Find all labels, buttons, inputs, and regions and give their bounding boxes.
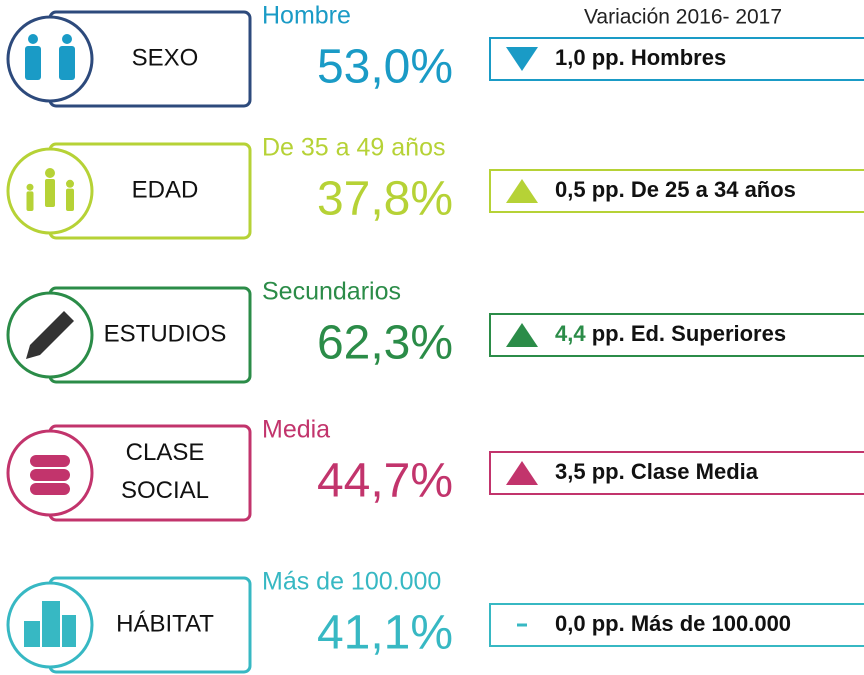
change-amount: 3,5: [555, 459, 586, 484]
icon-body: [25, 46, 41, 80]
icon-building: [42, 601, 60, 647]
change-amount: 0,5: [555, 177, 586, 202]
icon-body: [66, 188, 74, 211]
icon-head: [62, 34, 72, 44]
icon: [30, 455, 70, 495]
change-amount: 4,4: [555, 321, 586, 346]
row: SEXO Hombre 53,0% 1,0 pp. Hombres: [6, 2, 864, 108]
change-label: pp. De 25 a 34 años: [592, 177, 796, 202]
change-text: 0,0 pp. Más de 100.000: [555, 611, 791, 636]
trend-up: [506, 461, 538, 485]
change-label: pp. Más de 100.000: [592, 611, 791, 636]
icon-body: [45, 179, 55, 207]
row-label: EDAD: [132, 176, 199, 203]
trend-up: [506, 323, 538, 347]
category: Media: [262, 416, 330, 444]
change-label: pp. Ed. Superiores: [592, 321, 786, 346]
value: 37,8%: [317, 173, 453, 226]
icon-disk: [30, 469, 70, 481]
change-text: 0,5 pp. De 25 a 34 años: [555, 177, 796, 202]
icon: [24, 601, 76, 647]
change-text: 4,4 pp. Ed. Superiores: [555, 321, 786, 346]
change-box: [489, 37, 864, 81]
value: 53,0%: [317, 41, 453, 94]
change-amount: 0,0: [555, 611, 586, 636]
value: 62,3%: [317, 317, 453, 370]
row-label: ESTUDIOS: [104, 320, 227, 347]
change-text: 3,5 pp. Clase Media: [555, 459, 759, 484]
icon: [26, 311, 74, 359]
trend-down: [506, 47, 538, 71]
change-text: 1,0 pp. Hombres: [555, 45, 726, 70]
icon-pencil: [26, 311, 74, 359]
icon-head: [66, 179, 74, 188]
value: 41,1%: [317, 607, 453, 660]
change-box: [489, 169, 864, 213]
row: HÁBITAT Más de 100.000 41,1% 0,0 pp. Más de…: [6, 568, 864, 674]
change-box: [489, 313, 864, 357]
row: ESTUDIOS Secundarios 62,3% 4,4 pp. Ed. Supe…: [6, 278, 864, 384]
row-label: SEXO: [132, 44, 199, 71]
change-box: [489, 603, 864, 647]
row: EDAD De 35 a 49 años 37,8% 0,5 pp. De 25 a …: [6, 134, 864, 240]
category: Más de 100.000: [262, 568, 441, 596]
icon-head: [26, 183, 34, 191]
change-label: pp. Hombres: [592, 45, 726, 70]
row: CLASE SOCIAL Media 44,7% 3,5 pp. Clase Media: [6, 416, 864, 522]
icon-body: [59, 46, 75, 80]
icon-building: [24, 621, 40, 647]
category: Secundarios: [262, 278, 401, 306]
category: Hombre: [262, 2, 351, 30]
icon: [26, 168, 74, 211]
trend-up: [506, 179, 538, 203]
icon-disk: [30, 483, 70, 495]
icon: [25, 34, 75, 80]
change-label: pp. Clase Media: [592, 459, 759, 484]
icon-circle: [6, 15, 94, 103]
icon-body: [26, 191, 34, 211]
value: 44,7%: [317, 455, 453, 508]
change-amount: 1,0: [555, 45, 586, 70]
icon-building: [62, 615, 76, 647]
icon-disk: [30, 455, 70, 467]
change-box: [489, 451, 864, 495]
row-label: HÁBITAT: [116, 610, 214, 637]
header-title: Variación 2016- 2017: [584, 6, 782, 29]
category: De 35 a 49 años: [262, 134, 445, 162]
icon-head: [28, 34, 38, 44]
row-label: CLASE SOCIAL: [121, 439, 209, 504]
icon-head: [45, 168, 55, 178]
